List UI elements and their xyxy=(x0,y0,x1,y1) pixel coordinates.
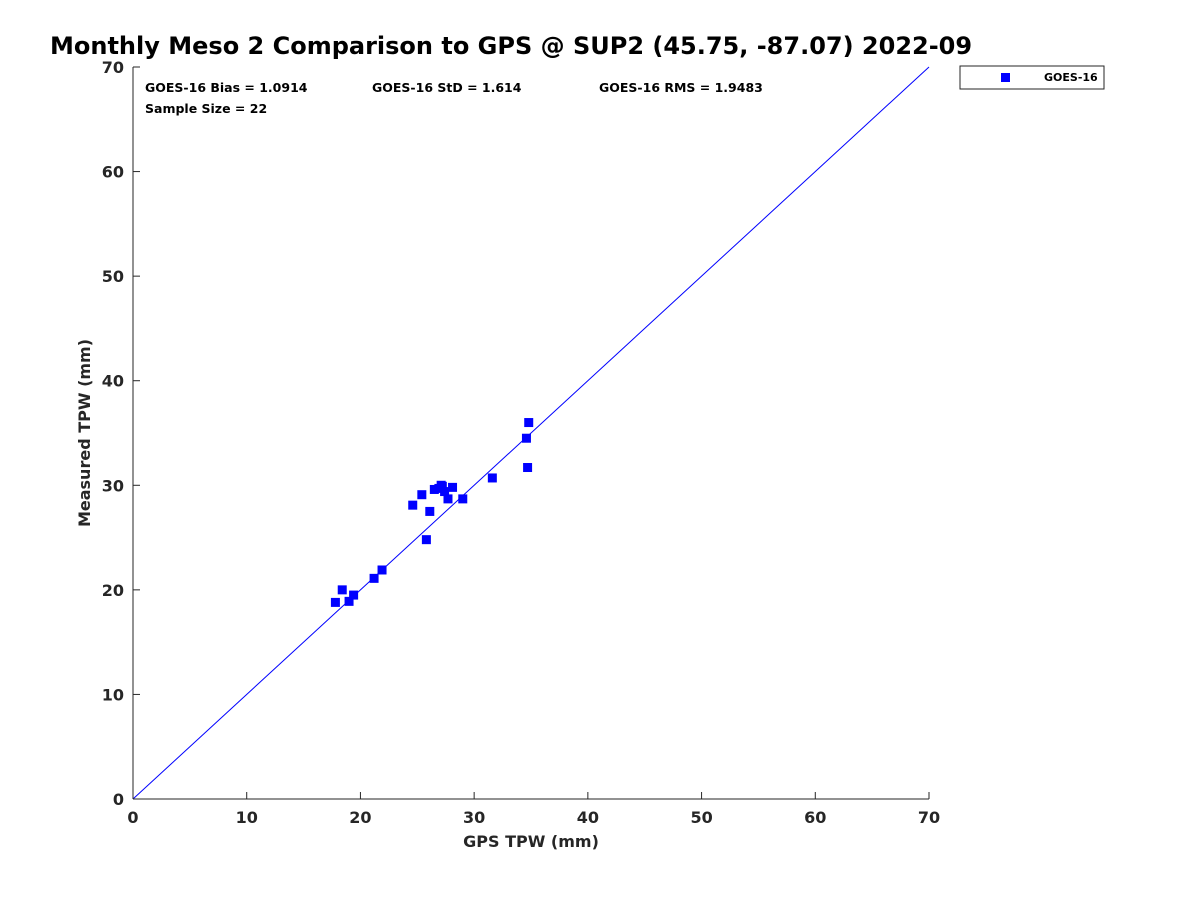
x-tick-label: 50 xyxy=(690,808,712,827)
y-tick-label: 0 xyxy=(113,790,124,809)
bias-annotation: GOES-16 Bias = 1.0914 xyxy=(145,80,308,95)
data-point xyxy=(337,585,347,595)
chart-title: Monthly Meso 2 Comparison to GPS @ SUP2 … xyxy=(50,32,972,60)
data-point xyxy=(443,494,453,504)
x-tick-label: 0 xyxy=(127,808,138,827)
data-point xyxy=(437,481,447,491)
data-point xyxy=(425,506,435,516)
legend: GOES-16 xyxy=(959,65,1105,90)
x-ticks: 0 10 20 30 40 50 60 70 xyxy=(127,792,940,827)
legend-label-goes-16: GOES-16 xyxy=(1044,71,1098,84)
x-tick-label: 70 xyxy=(918,808,940,827)
y-tick-label: 10 xyxy=(102,685,124,704)
x-tick-label: 10 xyxy=(236,808,258,827)
data-point xyxy=(523,463,533,473)
data-point xyxy=(429,484,439,494)
reference-line-group xyxy=(132,66,930,800)
y-tick-label: 70 xyxy=(102,58,124,77)
data-point xyxy=(458,494,468,504)
data-point xyxy=(408,500,418,510)
data-point xyxy=(417,490,427,500)
y-tick-label: 40 xyxy=(102,372,124,391)
data-point xyxy=(377,565,387,575)
data-point xyxy=(349,590,359,600)
data-point xyxy=(487,473,497,483)
legend-marker-goes-16 xyxy=(1001,73,1010,82)
rms-annotation: GOES-16 RMS = 1.9483 xyxy=(599,80,763,95)
data-point xyxy=(448,482,458,492)
data-point xyxy=(330,597,340,607)
y-axis-label: Measured TPW (mm) xyxy=(75,339,94,527)
x-tick-label: 20 xyxy=(349,808,371,827)
legend-box xyxy=(959,65,1105,90)
y-tick-label: 60 xyxy=(102,163,124,182)
x-tick-label: 40 xyxy=(577,808,599,827)
x-tick-label: 60 xyxy=(804,808,826,827)
y-tick-label: 30 xyxy=(102,476,124,495)
data-point xyxy=(440,487,450,497)
y-tick-label: 20 xyxy=(102,581,124,600)
x-tick-label: 30 xyxy=(463,808,485,827)
y-tick-label: 50 xyxy=(102,267,124,286)
plot-area: 0 10 20 30 40 50 60 70 0 10 20 30 40 50 60 70 xyxy=(102,58,940,827)
data-point xyxy=(521,433,531,443)
y-ticks: 0 10 20 30 40 50 60 70 xyxy=(102,58,140,809)
reference-line xyxy=(132,66,930,800)
data-points xyxy=(330,418,534,607)
data-point xyxy=(524,418,534,428)
data-point xyxy=(344,596,354,606)
x-axis-label: GPS TPW (mm) xyxy=(463,832,599,851)
data-point xyxy=(369,573,379,583)
data-point xyxy=(421,535,431,545)
sample-size-annotation: Sample Size = 22 xyxy=(145,101,267,116)
std-annotation: GOES-16 StD = 1.614 xyxy=(372,80,522,95)
